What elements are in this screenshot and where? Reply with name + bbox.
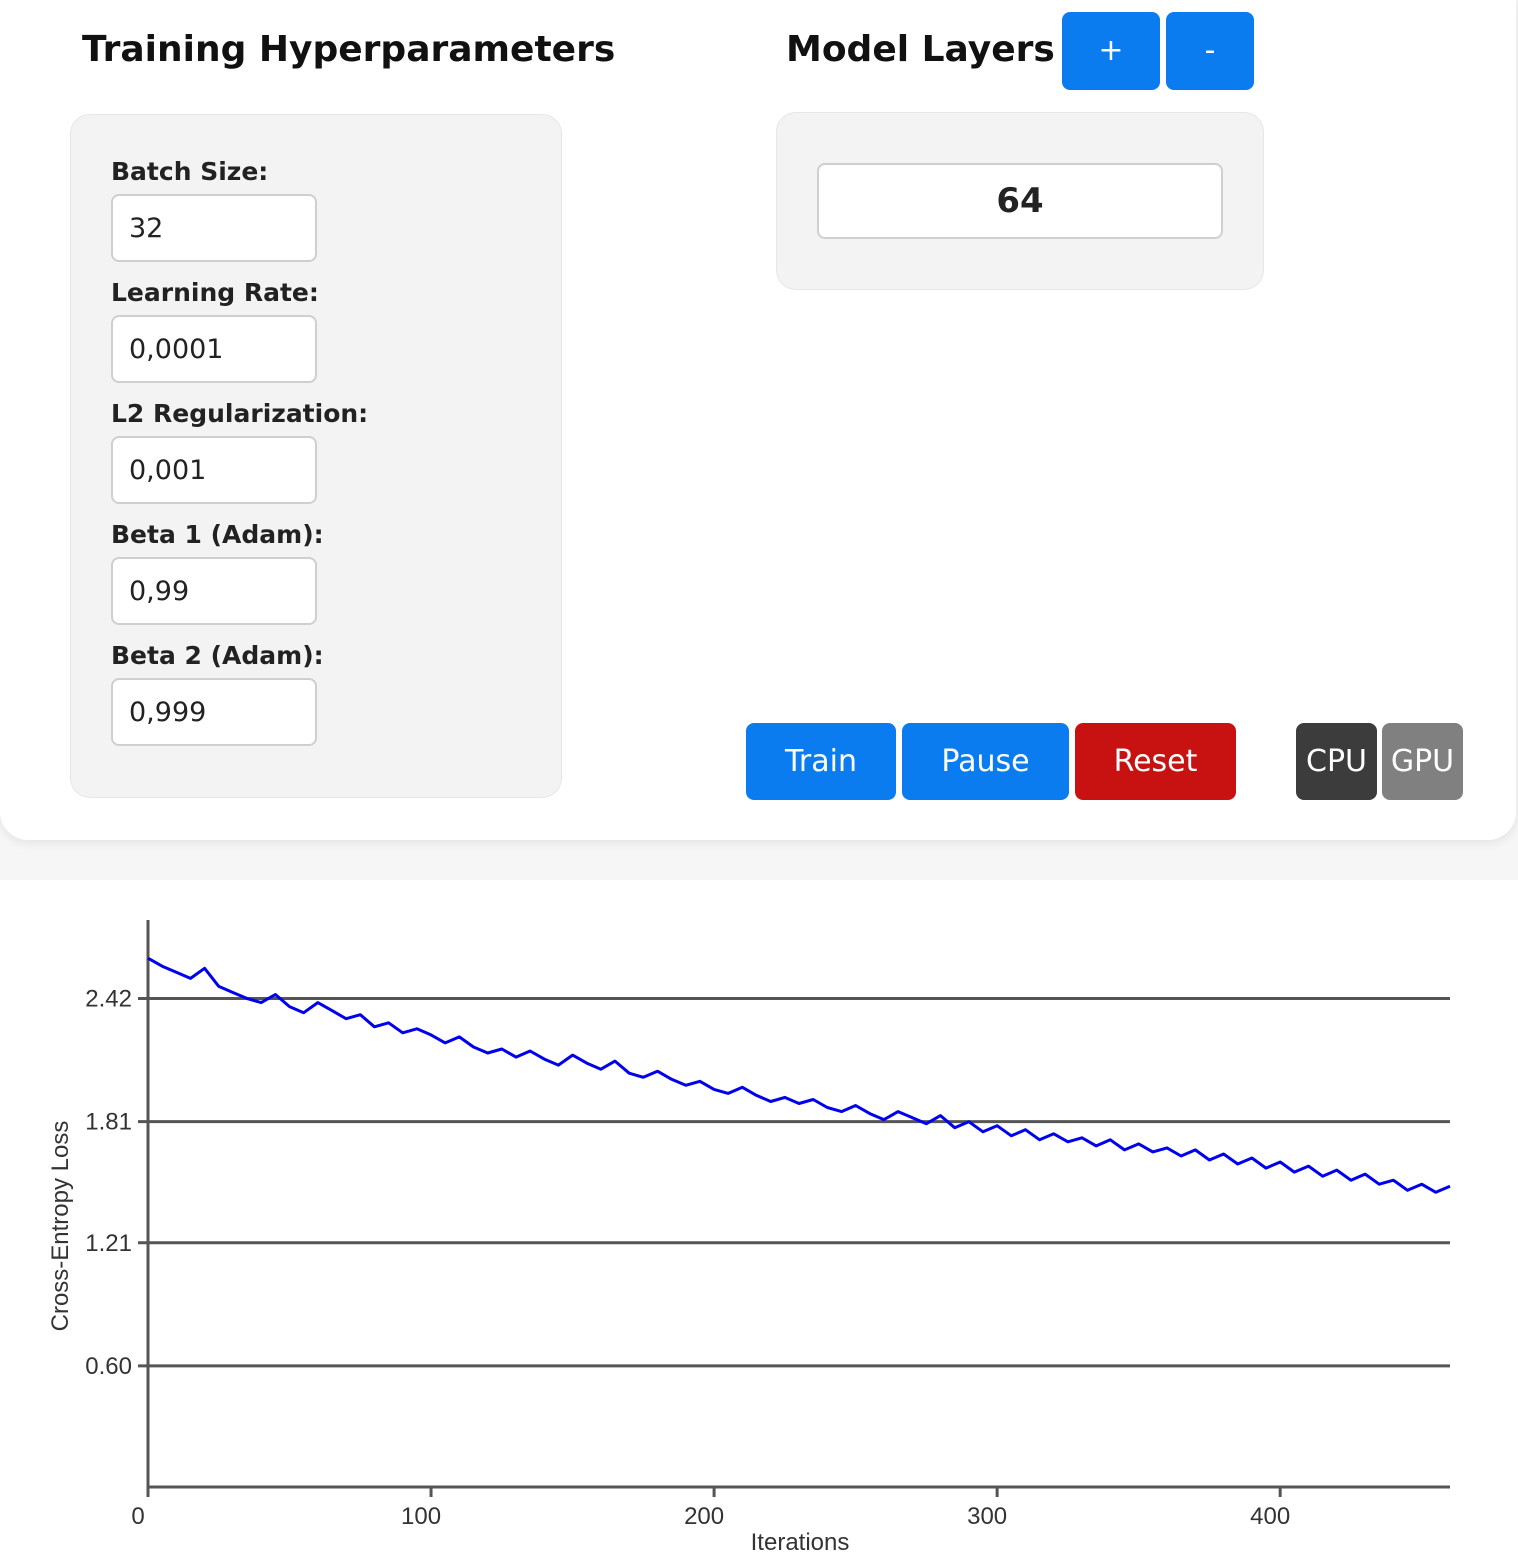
hyperparameters-panel: Batch Size: Learning Rate: L2 Regulariza… bbox=[70, 114, 562, 798]
chart-series bbox=[147, 956, 1451, 1194]
model-layers-title: Model Layers bbox=[786, 29, 1055, 70]
y-tick-label: 1.81 bbox=[85, 1109, 132, 1136]
cpu-toggle-button[interactable]: CPU bbox=[1296, 723, 1377, 800]
remove-layer-button[interactable]: - bbox=[1166, 12, 1254, 90]
top-panel: Training Hyperparameters Batch Size: Lea… bbox=[70, 12, 1463, 800]
x-axis-label: Iterations bbox=[751, 1529, 850, 1556]
gpu-toggle-button[interactable]: GPU bbox=[1382, 723, 1463, 800]
y-tick-label: 2.42 bbox=[85, 986, 132, 1013]
x-tick-label: 100 bbox=[401, 1503, 441, 1530]
y-axis-label: Cross-Entropy Loss bbox=[47, 1121, 74, 1332]
x-tick-label: 300 bbox=[967, 1503, 1007, 1530]
add-layer-button[interactable]: + bbox=[1062, 12, 1160, 90]
pause-button[interactable]: Pause bbox=[902, 723, 1069, 800]
batch-size-label: Batch Size: bbox=[111, 157, 269, 186]
reset-button[interactable]: Reset bbox=[1075, 723, 1236, 800]
chart-grid bbox=[138, 997, 1450, 1368]
y-tick-label: 1.21 bbox=[85, 1230, 132, 1257]
y-tick-label: 0.60 bbox=[85, 1353, 132, 1380]
beta2-label: Beta 2 (Adam): bbox=[111, 641, 324, 670]
x-tick-label: 400 bbox=[1250, 1503, 1290, 1530]
beta1-label: Beta 1 (Adam): bbox=[111, 520, 324, 549]
loss-chart-svg: 0.60 1.21 1.81 2.42 0 100 200 300 400 Iterations… bbox=[47, 920, 1451, 1556]
l2-regularization-label: L2 Regularization: bbox=[111, 399, 369, 428]
batch-size-input[interactable] bbox=[111, 194, 317, 262]
chart-axes: 0.60 1.21 1.81 2.42 0 100 200 300 400 bbox=[85, 920, 1450, 1530]
x-tick-label: 200 bbox=[684, 1503, 724, 1530]
learning-rate-input[interactable] bbox=[111, 315, 317, 383]
x-tick-label: 0 bbox=[131, 1503, 144, 1530]
beta1-input[interactable] bbox=[111, 557, 317, 625]
layer-size-display: 64 bbox=[817, 163, 1223, 239]
beta2-input[interactable] bbox=[111, 678, 317, 746]
train-button[interactable]: Train bbox=[746, 723, 896, 800]
hyperparameters-title: Training Hyperparameters bbox=[82, 29, 616, 70]
learning-rate-label: Learning Rate: bbox=[111, 278, 319, 307]
loss-chart: 0.60 1.21 1.81 2.42 0 100 200 300 400 Iterations… bbox=[0, 880, 1518, 1558]
loss-series-line bbox=[147, 956, 1451, 1194]
model-layers-panel: 64 bbox=[776, 112, 1264, 290]
l2-regularization-input[interactable] bbox=[111, 436, 317, 504]
